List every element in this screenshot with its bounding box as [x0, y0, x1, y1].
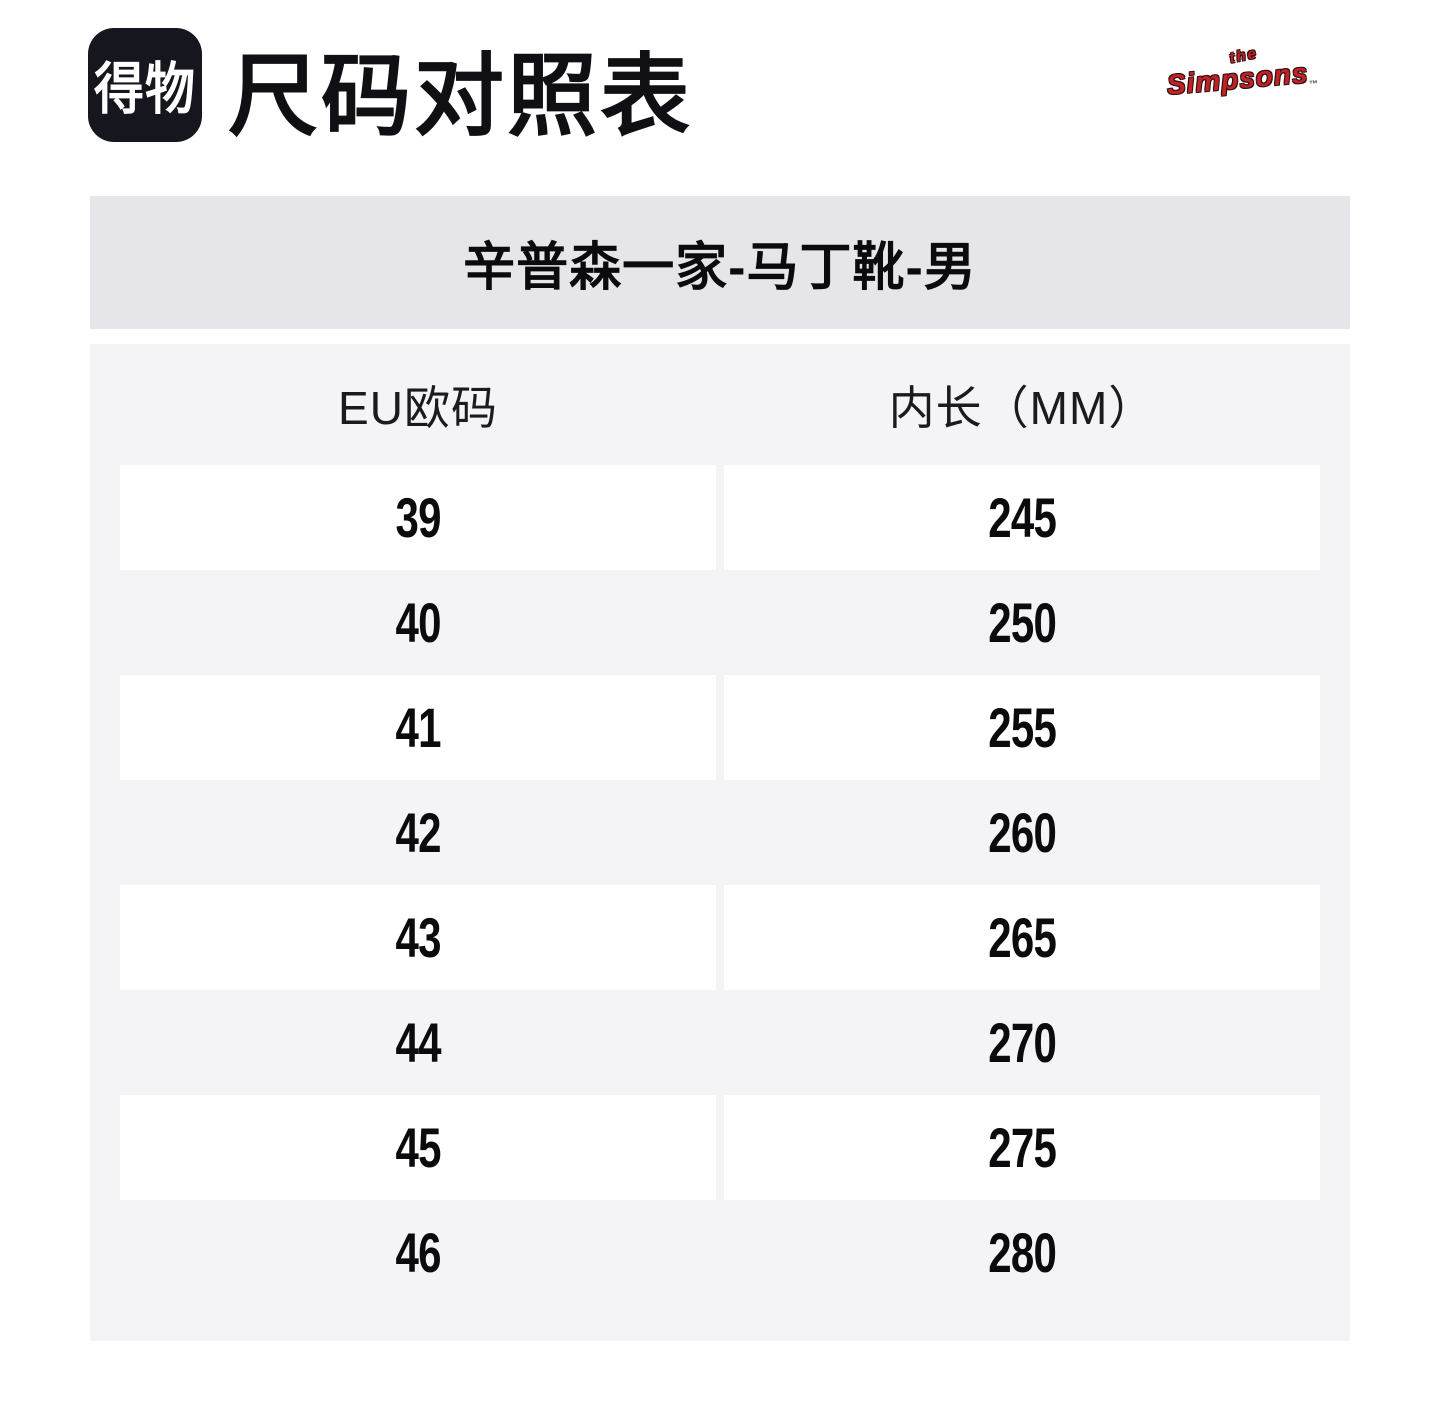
eu-size-cell: 45 — [120, 1095, 716, 1200]
inner-length-value: 280 — [988, 1221, 1057, 1284]
inner-length-cell: 255 — [724, 675, 1320, 780]
table-row: 46 280 — [120, 1200, 1320, 1305]
inner-length-cell: 260 — [724, 780, 1320, 885]
table-row: 43 265 — [120, 885, 1320, 990]
inner-length-value: 250 — [988, 591, 1057, 654]
simpsons-logo-icon: the Simpsons™ — [1164, 42, 1319, 102]
eu-size-value: 44 — [395, 1011, 441, 1074]
table-row: 45 275 — [120, 1095, 1320, 1200]
eu-size-value: 41 — [395, 696, 441, 759]
eu-size-value: 39 — [395, 486, 441, 549]
table-header-row: EU欧码 内长（MM） — [120, 344, 1320, 465]
eu-size-cell: 41 — [120, 675, 716, 780]
inner-length-cell: 280 — [724, 1200, 1320, 1305]
table-row: 41 255 — [120, 675, 1320, 780]
eu-size-cell: 46 — [120, 1200, 716, 1305]
eu-size-value: 42 — [395, 801, 441, 864]
eu-size-value: 46 — [395, 1221, 441, 1284]
table-row: 40 250 — [120, 570, 1320, 675]
table-row: 42 260 — [120, 780, 1320, 885]
eu-size-cell: 43 — [120, 885, 716, 990]
inner-length-value: 270 — [988, 1011, 1057, 1074]
eu-size-value: 45 — [395, 1116, 441, 1179]
inner-length-value: 255 — [988, 696, 1057, 759]
eu-size-cell: 42 — [120, 780, 716, 885]
eu-size-cell: 39 — [120, 465, 716, 570]
eu-size-cell: 44 — [120, 990, 716, 1095]
table-row: 44 270 — [120, 990, 1320, 1095]
eu-size-value: 43 — [395, 906, 441, 969]
column-header-inner-length: 内长（MM） — [888, 381, 1156, 434]
inner-length-value: 260 — [988, 801, 1057, 864]
inner-length-value: 265 — [988, 906, 1057, 969]
page-title: 尺码对照表 — [228, 47, 693, 147]
column-header-eu-size: EU欧码 — [338, 381, 498, 434]
table-row: 39 245 — [120, 465, 1320, 570]
inner-length-value: 245 — [988, 486, 1057, 549]
dewu-logo-text: 得物 — [94, 58, 196, 121]
product-banner: 辛普森一家-马丁靴-男 — [90, 196, 1350, 329]
dewu-logo-icon: 得物 — [88, 28, 202, 142]
inner-length-cell: 250 — [724, 570, 1320, 675]
size-table: EU欧码 内长（MM） 39 245 40 250 41 255 42 260 … — [90, 344, 1350, 1341]
inner-length-cell: 275 — [724, 1095, 1320, 1200]
product-title: 辛普森一家-马丁靴-男 — [463, 239, 977, 297]
eu-size-value: 40 — [395, 591, 441, 654]
page-header: 得物 尺码对照表 the Simpsons™ — [0, 0, 1440, 196]
inner-length-cell: 245 — [724, 465, 1320, 570]
inner-length-cell: 270 — [724, 990, 1320, 1095]
inner-length-cell: 265 — [724, 885, 1320, 990]
inner-length-value: 275 — [988, 1116, 1057, 1179]
eu-size-cell: 40 — [120, 570, 716, 675]
trademark-symbol: ™ — [1308, 78, 1319, 90]
